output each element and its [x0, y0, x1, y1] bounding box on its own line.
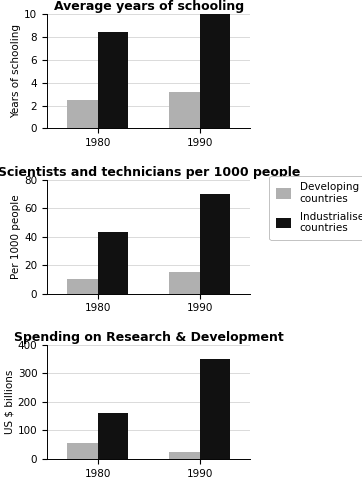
Title: Spending on Research & Development: Spending on Research & Development — [14, 331, 284, 344]
Bar — [98, 232, 129, 294]
Bar — [67, 279, 98, 294]
Y-axis label: US $ billions: US $ billions — [5, 369, 15, 434]
Title: Scientists and technicians per 1000 people: Scientists and technicians per 1000 peop… — [0, 166, 300, 179]
Bar — [199, 359, 230, 459]
Bar — [169, 92, 199, 128]
Bar — [199, 194, 230, 294]
Bar — [98, 31, 129, 128]
Y-axis label: Per 1000 people: Per 1000 people — [12, 194, 21, 279]
Legend: Developing
countries, Industrialised
countries: Developing countries, Industrialised cou… — [269, 176, 362, 240]
Bar — [67, 443, 98, 459]
Bar — [199, 9, 230, 128]
Bar — [169, 452, 199, 459]
Y-axis label: Years of schooling: Years of schooling — [12, 25, 21, 118]
Bar — [67, 100, 98, 128]
Title: Average years of schooling: Average years of schooling — [54, 0, 244, 14]
Bar — [98, 413, 129, 459]
Bar — [169, 272, 199, 294]
